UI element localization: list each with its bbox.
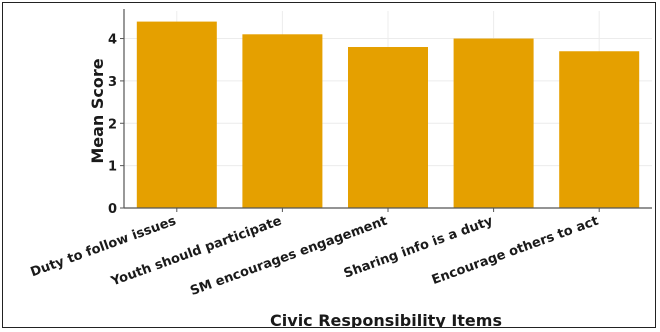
bars	[136, 21, 640, 209]
y-tick-label: 4	[108, 33, 117, 48]
x-tick-label: Encourage others to act	[430, 214, 601, 288]
y-tick-label: 3	[108, 75, 117, 90]
y-axis-title: Mean Score	[88, 58, 107, 163]
bar	[453, 38, 534, 209]
x-axis-title: Civic Responsibility Items	[270, 311, 502, 327]
chart-frame: 0 1 2 3 4 Duty to follow issues Youth should …	[2, 2, 656, 330]
y-tick-label: 2	[108, 117, 117, 132]
x-tick-label: SM encourages engagement	[188, 214, 389, 299]
y-tick-label: 1	[108, 160, 117, 175]
y-tick-label: 0	[108, 202, 117, 217]
bar	[136, 21, 217, 208]
axes	[120, 9, 652, 212]
bar	[348, 47, 428, 208]
bar	[559, 51, 640, 208]
bar	[242, 34, 323, 209]
y-tick-labels: 0 1 2 3 4	[108, 33, 117, 217]
x-tick-label: Youth should participate	[108, 214, 284, 290]
